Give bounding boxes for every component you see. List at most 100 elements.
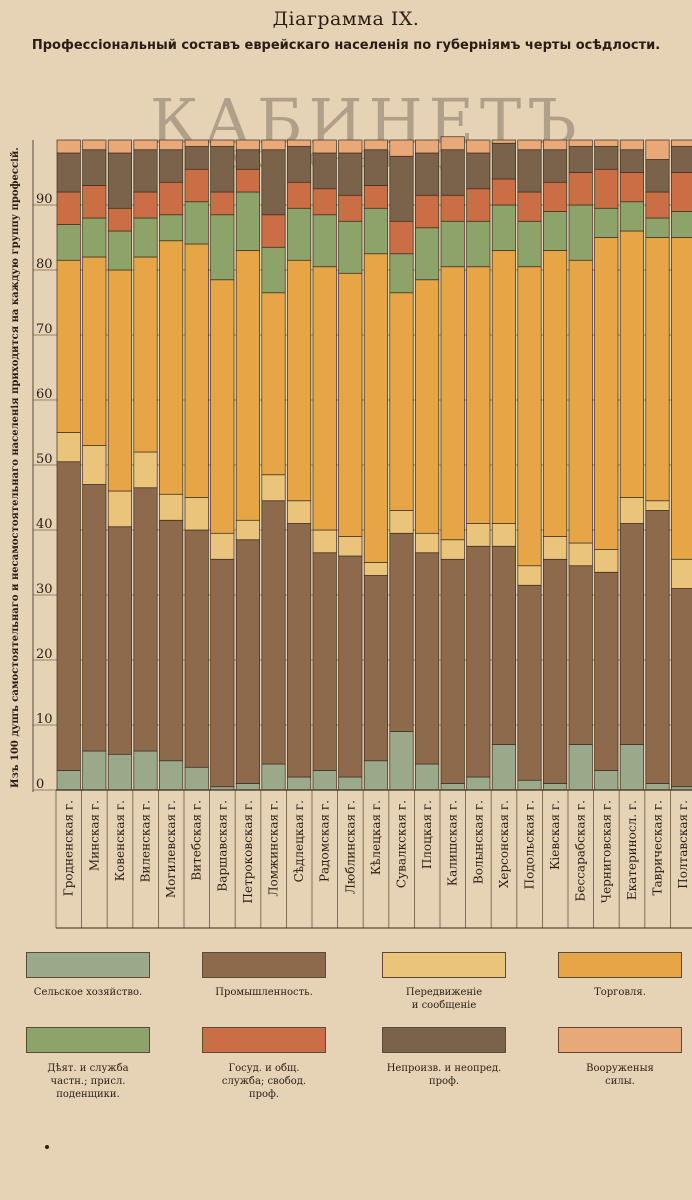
bar-segment bbox=[107, 139, 132, 154]
bar-segment bbox=[107, 230, 132, 271]
bar-segment bbox=[543, 783, 568, 791]
bar-segment bbox=[82, 185, 107, 219]
bar-segment bbox=[235, 539, 260, 784]
bar-segment bbox=[261, 149, 286, 216]
bar-segment bbox=[671, 211, 692, 238]
category-label: Витебская г. bbox=[190, 800, 204, 881]
bar-segment bbox=[338, 555, 363, 778]
bar-segment bbox=[440, 136, 465, 151]
bar-segment bbox=[133, 750, 158, 791]
y-tick-label: 0 bbox=[36, 777, 44, 792]
bar-segment bbox=[568, 744, 593, 791]
bar-segment bbox=[338, 776, 363, 791]
category-label: Люблинская г. bbox=[343, 800, 357, 894]
bar-segment bbox=[440, 220, 465, 268]
legend-swatch bbox=[382, 1027, 506, 1053]
bar-segment bbox=[159, 760, 184, 791]
bar-segment bbox=[517, 779, 542, 791]
bar-segment bbox=[415, 227, 440, 281]
bar-segment bbox=[312, 152, 337, 190]
bar-segment bbox=[466, 188, 491, 222]
bar-segment bbox=[235, 783, 260, 791]
bar-segment bbox=[491, 204, 516, 251]
bar-segment bbox=[56, 139, 81, 154]
bar-segment bbox=[56, 224, 81, 261]
bar-segment bbox=[312, 188, 337, 216]
bar-segment bbox=[56, 152, 81, 193]
bar-segment bbox=[415, 152, 440, 196]
category-label: Радомская г. bbox=[318, 800, 332, 882]
bar-segment bbox=[261, 474, 286, 502]
bar-segment bbox=[491, 523, 516, 547]
bar-segment bbox=[107, 526, 132, 755]
bar-segment bbox=[517, 220, 542, 268]
legend-swatch bbox=[558, 1027, 682, 1053]
bar-segment bbox=[440, 194, 465, 222]
bar-segment bbox=[235, 139, 260, 151]
bar-segment bbox=[619, 201, 644, 232]
bar-segment bbox=[210, 139, 235, 147]
category-label: Могилевская г. bbox=[164, 800, 178, 898]
category-label: Калишская г. bbox=[446, 800, 460, 886]
bar-segment bbox=[159, 240, 184, 495]
bar-segment bbox=[107, 269, 132, 492]
bar-segment bbox=[184, 139, 209, 147]
bar-segment bbox=[543, 139, 568, 151]
bar-segment bbox=[363, 253, 388, 563]
bar-segment bbox=[363, 185, 388, 209]
legend-label: Вооруженыя силы. bbox=[586, 1063, 654, 1087]
legend-swatch bbox=[26, 1027, 150, 1053]
bar-segment bbox=[466, 266, 491, 524]
bar-segment bbox=[568, 139, 593, 147]
bar-segment bbox=[363, 139, 388, 151]
bar-segment bbox=[594, 139, 619, 147]
category-label: Петроковская г. bbox=[241, 800, 255, 903]
bar-segment bbox=[159, 139, 184, 151]
bar-segment bbox=[235, 250, 260, 521]
bar-segment bbox=[568, 565, 593, 745]
category-label: Кѣлецкая г. bbox=[369, 800, 383, 875]
category-label: Варшавская г. bbox=[215, 800, 229, 892]
bar-segment bbox=[619, 139, 644, 151]
bar-segment bbox=[261, 139, 286, 151]
bar-segment bbox=[338, 194, 363, 222]
bar-segment bbox=[517, 266, 542, 567]
bar-segment bbox=[645, 217, 670, 238]
bar-segment bbox=[312, 266, 337, 531]
bar-segment bbox=[645, 783, 670, 791]
bar-segment bbox=[389, 139, 414, 157]
bar-segment bbox=[235, 149, 260, 170]
bar-segment bbox=[159, 214, 184, 242]
bar-segment bbox=[671, 588, 692, 788]
bar-segment bbox=[56, 259, 81, 433]
bar-segment bbox=[594, 237, 619, 550]
bar-segment bbox=[619, 149, 644, 173]
bar-segment bbox=[491, 178, 516, 206]
bar-segment bbox=[363, 575, 388, 762]
bar-segment bbox=[645, 237, 670, 502]
bar-segment bbox=[210, 558, 235, 788]
bar-segment bbox=[159, 519, 184, 762]
bar-segment bbox=[287, 139, 312, 147]
bar-segment bbox=[491, 545, 516, 745]
bar-segment bbox=[415, 532, 440, 554]
y-tick-label: 50 bbox=[36, 452, 53, 467]
bar-segment bbox=[287, 181, 312, 209]
bar-segment bbox=[543, 181, 568, 212]
bar-segment bbox=[261, 763, 286, 791]
bar-segment bbox=[415, 194, 440, 229]
bar-segment bbox=[184, 529, 209, 768]
bar-segment bbox=[56, 461, 81, 771]
y-tick-label: 10 bbox=[36, 712, 53, 727]
bar-segment bbox=[517, 584, 542, 781]
bar-segment bbox=[338, 220, 363, 274]
bar-segment bbox=[312, 770, 337, 791]
bar-segment bbox=[56, 191, 81, 225]
bar-segment bbox=[543, 211, 568, 251]
bar-segment bbox=[133, 487, 158, 752]
bar-segment bbox=[82, 750, 107, 791]
bar-segment bbox=[671, 172, 692, 212]
bar-segment bbox=[389, 292, 414, 511]
bar-segment bbox=[363, 207, 388, 255]
bar-segment bbox=[235, 191, 260, 251]
